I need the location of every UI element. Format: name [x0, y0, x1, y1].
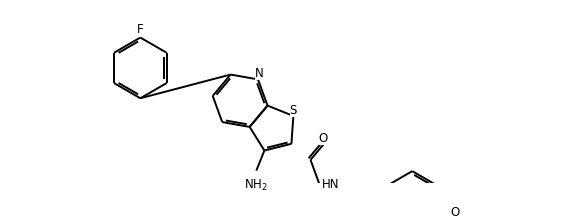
Text: O: O — [450, 206, 459, 218]
Text: N: N — [255, 67, 264, 80]
Text: O: O — [319, 132, 328, 145]
Text: HN: HN — [321, 178, 339, 191]
Text: NH$_2$: NH$_2$ — [244, 178, 268, 193]
Text: F: F — [137, 23, 144, 36]
Text: S: S — [289, 104, 297, 117]
